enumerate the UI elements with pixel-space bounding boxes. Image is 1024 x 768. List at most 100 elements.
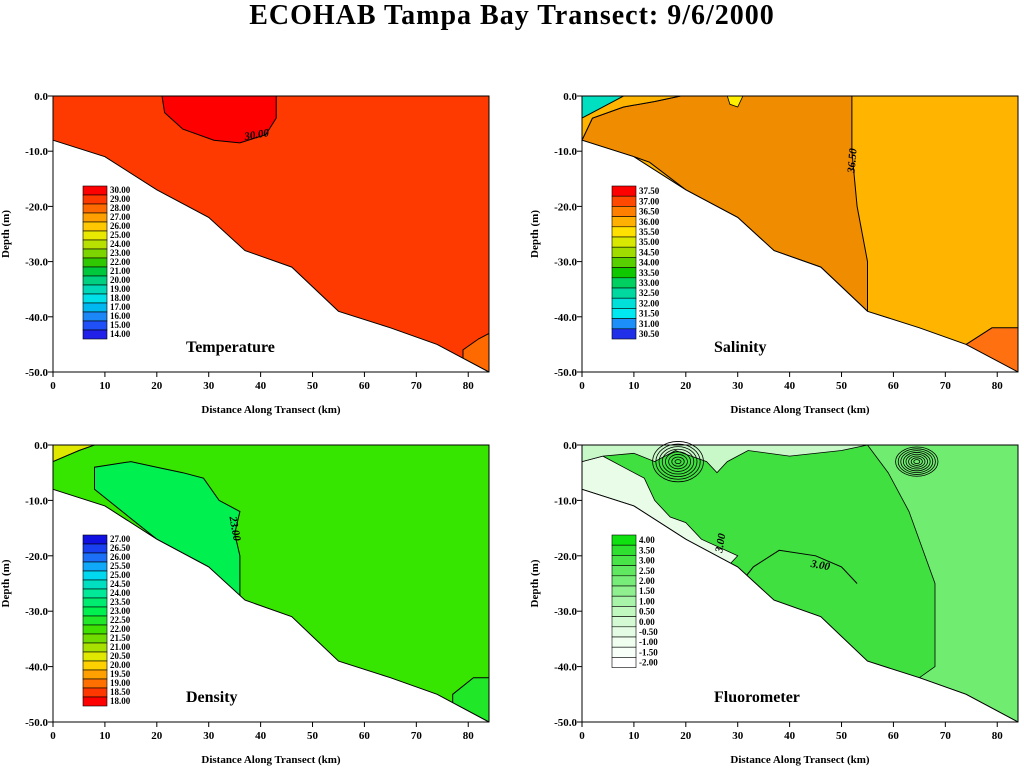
fluorometer-colorbar-swatch: [611, 616, 637, 628]
salinity-colorbar-label: 34.00: [639, 258, 660, 268]
density-colorbar-swatch: [82, 687, 108, 698]
salinity-colorbar-swatch: [611, 297, 637, 309]
salinity-colorbar-label: 30.50: [639, 329, 660, 339]
density-colorbar-label: 25.50: [110, 561, 131, 571]
fluorometer-contour-label: 3.00: [713, 532, 728, 555]
salinity-colorbar-swatch: [611, 328, 637, 340]
fluorometer-xtick-label: 60: [888, 730, 900, 742]
salinity-ytick-label: -30.0: [554, 257, 577, 269]
fluorometer-ytick-label: -50.0: [554, 717, 577, 729]
fluorometer-contour-label: 3.00: [809, 558, 832, 573]
salinity-xtick-label: 80: [992, 380, 1004, 392]
fluorometer-contour: [652, 441, 704, 483]
temperature-colorbar-swatch: [82, 329, 108, 340]
panel-fluorometer: 0 10 20 30 40 50 60 70 80 0.0 -10.0 -20.0 -30.0 -40.0…: [529, 440, 1019, 766]
density-xlabel: Distance Along Transect (km): [201, 754, 341, 766]
density-colorbar-label: 24.00: [110, 588, 131, 598]
temperature-colorbar-swatch: [82, 194, 108, 205]
temperature-ytick-label: 0.0: [34, 91, 48, 103]
salinity-colorbar-swatch: [611, 216, 637, 228]
salinity-xtick-label: 0: [579, 380, 585, 392]
density-colorbar-label: 18.50: [110, 687, 131, 697]
density-colorbar-label: 21.50: [110, 633, 131, 643]
fluorometer-xtick-label: 70: [940, 730, 952, 742]
density-colorbar-swatch: [82, 642, 108, 653]
fluorometer-xlabel: Distance Along Transect (km): [730, 754, 870, 766]
density-ylabel: Depth (m): [0, 559, 12, 607]
fluorometer-ytick-label: 0.0: [563, 440, 577, 452]
fluorometer-colorbar-label: 0.50: [639, 607, 655, 617]
density-colorbar-label: 22.00: [110, 624, 131, 634]
fluorometer-colorbar-swatch: [611, 565, 637, 577]
temperature-colorbar-swatch: [82, 185, 108, 196]
salinity-colorbar-swatch: [611, 226, 637, 238]
density-colorbar-swatch: [82, 696, 108, 707]
density-xtick-label: 0: [50, 730, 56, 742]
fluorometer-ytick-label: -40.0: [554, 662, 577, 674]
temperature-colorbar-swatch: [82, 248, 108, 259]
fluorometer-contour: [655, 443, 701, 480]
panel-temperature: 0 10 20 30 40 50 60 70 80 0.0 -10.0 -20.0 -30.0 -40.0…: [0, 91, 490, 416]
temperature-colorbar-swatch: [82, 293, 108, 304]
salinity-colorbar-swatch: [611, 308, 637, 319]
salinity-seafloor: [582, 140, 1018, 383]
temperature-ytick-label: -20.0: [25, 201, 48, 213]
fluorometer-colorbar-swatch: [611, 575, 637, 587]
main-title: ECOHAB Tampa Bay Transect: 9/6/2000: [249, 0, 775, 31]
density-colorbar-label: 27.00: [110, 534, 131, 544]
temperature-colorbar-swatch: [82, 320, 108, 331]
temperature-colorbar-label: 28.00: [110, 203, 131, 213]
density-xtick-label: 60: [359, 730, 371, 742]
salinity-bottom-line: [581, 139, 1019, 373]
fluorometer-ylabel: Depth (m): [529, 559, 541, 607]
temperature-colorbar: 30.0029.0028.0027.0026.0025.0024.0023.00…: [82, 185, 131, 340]
density-colorbar-swatch: [82, 624, 108, 635]
salinity-colorbar-swatch: [611, 236, 637, 248]
salinity-colorbar-label: 37.50: [639, 186, 660, 196]
salinity-colorbar-label: 31.00: [639, 319, 660, 329]
fluorometer-colorbar-label: 1.00: [639, 596, 655, 606]
salinity-colorbar-swatch: [611, 195, 637, 207]
salinity-contour-label: 36.50: [845, 147, 859, 174]
fluorometer-colorbar-label: 3.00: [639, 556, 655, 566]
density-ytick-label: 0.0: [34, 440, 48, 452]
salinity-colorbar-label: 33.00: [639, 278, 660, 288]
fluorometer-contour: [671, 456, 685, 467]
temperature-frame: [52, 95, 490, 373]
fluorometer-xtick-label: 30: [732, 730, 744, 742]
density-colorbar-label: 20.00: [110, 660, 131, 670]
salinity-xtick-label: 60: [888, 380, 900, 392]
fluorometer-panel-label: Fluorometer: [714, 689, 800, 706]
salinity-ytick-label: -10.0: [554, 146, 577, 158]
panel-salinity: 0 10 20 30 40 50 60 70 80 0.0 -10.0 -20.0 -30.0 -40.0…: [529, 91, 1019, 416]
temperature-colorbar-swatch: [82, 239, 108, 250]
temperature-xtick-label: 80: [463, 380, 475, 392]
temperature-xtick-label: 30: [203, 380, 215, 392]
temperature-xtick-label: 50: [307, 380, 319, 392]
fluorometer-contour: [895, 446, 939, 477]
fluorometer-contour: [661, 448, 695, 475]
density-seafloor: [53, 489, 489, 734]
temperature-bottom-line: [52, 139, 490, 373]
fluorometer-contour: [908, 455, 926, 468]
salinity-colorbar-label: 37.00: [639, 196, 660, 206]
fluorometer-contour: [674, 459, 682, 465]
fluorometer-contour: [668, 454, 688, 470]
fluorometer-colorbar-label: 2.00: [639, 576, 655, 586]
temperature-colorbar-swatch: [82, 284, 108, 295]
temperature-colorbar-label: 25.00: [110, 230, 131, 240]
panel-density: 0 10 20 30 40 50 60 70 80 0.0 -10.0 -20.0 -30.0 -40.0…: [0, 440, 490, 766]
fluorometer-contour: [665, 451, 692, 472]
fluorometer-contour: [902, 452, 931, 472]
salinity-frame: [581, 95, 1019, 373]
density-colorbar-swatch: [82, 669, 108, 680]
density-xtick-label: 30: [203, 730, 215, 742]
fluorometer-colorbar-swatch: [611, 544, 637, 556]
temperature-colorbar-swatch: [82, 221, 108, 232]
temperature-colorbar-label: 20.00: [110, 275, 131, 285]
temperature-ylabel: Depth (m): [0, 210, 12, 258]
temperature-colorbar-swatch: [82, 302, 108, 313]
salinity-ytick-label: 0.0: [563, 91, 577, 103]
fluorometer-colorbar-label: -1.00: [639, 637, 658, 647]
